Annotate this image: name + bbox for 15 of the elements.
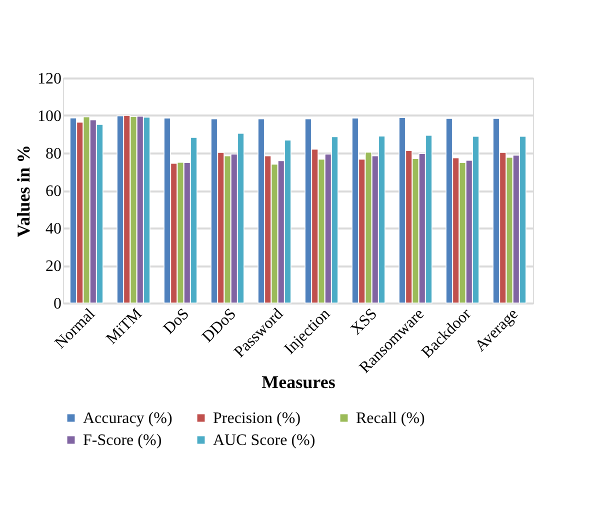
y-tick-label: 80 [46, 146, 62, 162]
legend-label: Recall (%) [356, 410, 425, 427]
y-axis-title: Values in % [14, 144, 34, 238]
legend-label: Accuracy (%) [83, 410, 172, 427]
legend-label: Precision (%) [213, 410, 301, 427]
legend-label: AUC Score (%) [213, 432, 316, 449]
x-axis-title: Measures [262, 372, 336, 392]
y-tick-label: 20 [46, 258, 62, 275]
y-tick-label: 60 [46, 183, 62, 200]
x-tick-label: DoS [160, 306, 193, 338]
y-tick-label: 40 [46, 220, 62, 238]
y-tick-label: 100 [38, 108, 62, 125]
y-tick-label: 120 [38, 70, 62, 88]
legend-label: F-Score (%) [83, 432, 162, 449]
y-tick-label: 0 [54, 296, 62, 312]
